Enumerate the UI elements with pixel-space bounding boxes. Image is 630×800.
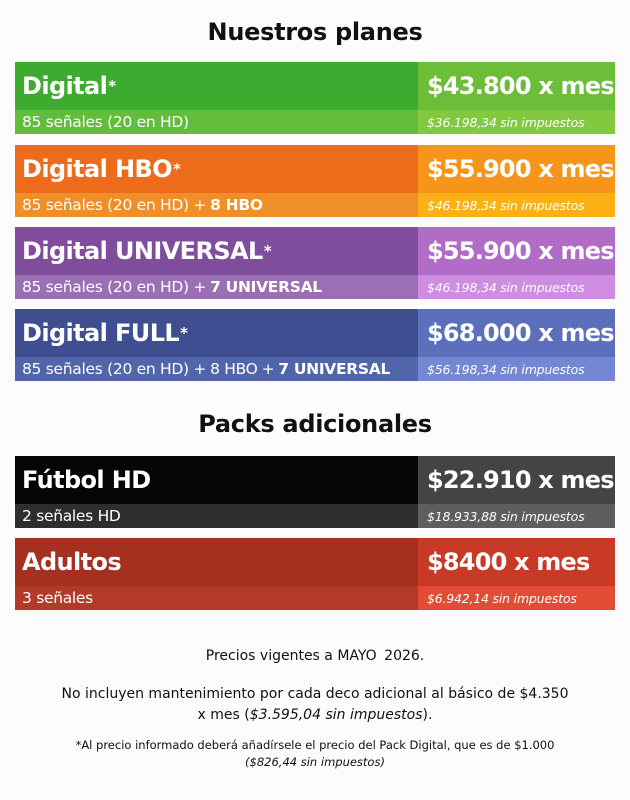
plan-extra: 8 HBO — [210, 360, 258, 378]
asterisk: * — [173, 160, 181, 178]
pack-channels-cell: 2 señales HD — [15, 504, 418, 528]
plan-price-no-tax: $56.198,34 sin impuestos — [427, 361, 585, 377]
validity-year: 2026. — [384, 648, 425, 664]
plan-price: $55.900 x mes — [427, 155, 614, 183]
plan-price-no-tax-cell: $36.198,34 sin impuestos — [418, 110, 615, 134]
plan-extra-plus: + — [261, 360, 275, 378]
maintenance-note: No incluyen mantenimiento por cada deco … — [0, 684, 630, 726]
plan-channels-cell: 85 señales (20 en HD) + 7 UNIVERSAL — [15, 275, 418, 299]
pack-name-cell: Fútbol HD — [15, 456, 418, 504]
plan-channels-cell: 85 señales (20 en HD) + 8 HBO — [15, 193, 418, 217]
pack-channels: 2 señales HD — [22, 507, 121, 525]
plan-channels-cell: 85 señales (20 en HD) + 8 HBO + 7 UNIVER… — [15, 357, 418, 381]
asterisk: * — [263, 242, 272, 260]
pack-name-cell: Adultos — [15, 538, 418, 586]
plan-extra: 7 UNIVERSAL — [210, 278, 322, 296]
plan-name-cell: Digital * — [15, 62, 418, 110]
validity-note: Precios vigentes a MAYO 2026. — [0, 648, 630, 664]
plan-name: Digital UNIVERSAL — [22, 237, 263, 265]
maintenance-end: ). — [422, 707, 433, 723]
plan-price-no-tax: $36.198,34 sin impuestos — [427, 114, 585, 130]
plan-price-no-tax-cell: $56.198,34 sin impuestos — [418, 357, 615, 381]
pack-price-no-tax: $6.942,14 sin impuestos — [427, 590, 577, 606]
plan-channels: 85 señales (20 en HD) + — [22, 360, 207, 378]
plan-card-digital: Digital * 85 señales (20 en HD) $43.800 x… — [15, 62, 615, 134]
plan-name: Digital HBO — [22, 155, 173, 183]
plan-card-digital-universal: Digital UNIVERSAL * 85 señales (20 en HD)… — [15, 227, 615, 299]
plan-price-cell: $55.900 x mes — [418, 227, 615, 275]
pack-name: Adultos — [22, 548, 122, 576]
plan-price: $68.000 x mes — [427, 319, 614, 347]
pack-price-no-tax-cell: $18.933,88 sin impuestos — [418, 504, 615, 528]
asterisk: * — [180, 324, 188, 342]
plan-channels: 85 señales (20 en HD) + — [22, 278, 207, 296]
pack-card-adultos: Adultos 3 señales $8400 x mes $6.942,14 … — [15, 538, 615, 610]
plan-extra: 8 HBO — [210, 196, 263, 214]
plan-extra: 7 UNIVERSAL — [278, 360, 391, 378]
plan-channels-cell: 85 señales (20 en HD) — [15, 110, 418, 134]
plan-price: $55.900 x mes — [427, 237, 614, 265]
pack-channels: 3 señales — [22, 589, 93, 607]
pack-price: $8400 x mes — [427, 548, 590, 576]
pack-price: $22.910 x mes — [427, 466, 614, 494]
asterisk-note-text: *Al precio informado deberá añadírsele e… — [75, 738, 555, 752]
asterisk-note-no-tax: ($826,44 sin impuestos) — [245, 755, 385, 769]
plan-price-cell: $55.900 x mes — [418, 145, 615, 193]
plan-name: Digital — [22, 72, 108, 100]
plan-name-cell: Digital HBO * — [15, 145, 418, 193]
plan-name-cell: Digital UNIVERSAL * — [15, 227, 418, 275]
plan-channels: 85 señales (20 en HD) — [22, 113, 189, 131]
plan-price-no-tax-cell: $46.198,34 sin impuestos — [418, 275, 615, 299]
asterisk: * — [108, 77, 116, 95]
plan-price-cell: $68.000 x mes — [418, 309, 615, 357]
maintenance-text: No incluyen mantenimiento por cada deco … — [61, 686, 569, 723]
plan-card-digital-full: Digital FULL * 85 señales (20 en HD) + 8 … — [15, 309, 615, 381]
pack-channels-cell: 3 señales — [15, 586, 418, 610]
pack-price-cell: $22.910 x mes — [418, 456, 615, 504]
plan-channels: 85 señales (20 en HD) + — [22, 196, 207, 214]
packs-title: Packs adicionales — [198, 410, 432, 438]
plan-price-cell: $43.800 x mes — [418, 62, 615, 110]
plan-name-cell: Digital FULL * — [15, 309, 418, 357]
pack-price-no-tax: $18.933,88 sin impuestos — [427, 508, 585, 524]
maintenance-price-no-tax: $3.595,04 sin impuestos — [249, 707, 423, 723]
plan-price-no-tax: $46.198,34 sin impuestos — [427, 197, 585, 213]
pack-card-futbol-hd: Fútbol HD 2 señales HD $22.910 x mes $18… — [15, 456, 615, 528]
plan-price-no-tax-cell: $46.198,34 sin impuestos — [418, 193, 615, 217]
validity-prefix: Precios vigentes a MAYO — [205, 648, 377, 664]
plan-price-no-tax: $46.198,34 sin impuestos — [427, 279, 585, 295]
plan-price: $43.800 x mes — [427, 72, 614, 100]
pack-price-cell: $8400 x mes — [418, 538, 615, 586]
plan-name: Digital FULL — [22, 319, 180, 347]
asterisk-note: *Al precio informado deberá añadírsele e… — [0, 737, 630, 771]
plan-card-digital-hbo: Digital HBO * 85 señales (20 en HD) + 8 H… — [15, 145, 615, 217]
plans-title: Nuestros planes — [207, 18, 423, 46]
pack-price-no-tax-cell: $6.942,14 sin impuestos — [418, 586, 615, 610]
pack-name: Fútbol HD — [22, 466, 151, 494]
